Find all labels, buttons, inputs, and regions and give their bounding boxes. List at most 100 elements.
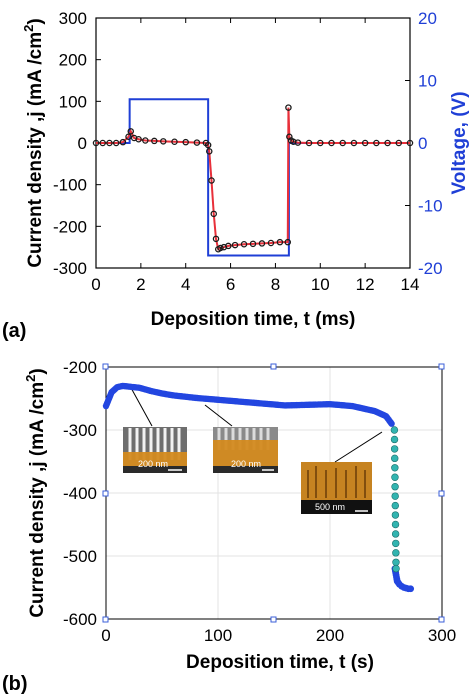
- current-point: [258, 240, 266, 247]
- transition-point-b: [392, 549, 400, 557]
- y-tick-label-a: 200: [59, 51, 87, 70]
- current-point: [267, 239, 275, 247]
- x-axis-label-a: Deposition time, t (ms): [151, 309, 356, 330]
- y-tick-label-a: -100: [53, 176, 87, 195]
- current-point: [151, 137, 158, 145]
- x-tick-label-a: 4: [181, 275, 190, 294]
- current-point: [193, 139, 201, 146]
- x-tick-label-b: 200: [316, 626, 344, 645]
- current-point: [225, 242, 232, 250]
- current-point: [384, 139, 391, 147]
- y-tick-label-b: -600: [63, 610, 97, 629]
- current-point: [171, 138, 178, 145]
- inset-image-2: 200 nm: [213, 427, 278, 473]
- current-point: [406, 139, 414, 147]
- y-tick-label-a: -300: [53, 259, 87, 278]
- inset-scale-label-2: 200 nm: [231, 459, 261, 469]
- x-tick-label-b: 300: [428, 626, 456, 645]
- current-point: [361, 139, 369, 147]
- current-point: [92, 139, 100, 147]
- frame-handles-b: [102, 363, 445, 623]
- transition-point-b: [391, 483, 399, 491]
- current-point: [208, 177, 215, 184]
- y2-axis-label-a: Voltage, (V): [449, 91, 470, 194]
- inset-scale-label-3: 500 nm: [315, 502, 345, 512]
- x-tick-label-a: 14: [401, 275, 420, 294]
- chart-panel-b: 0 100 200 300 -200 -300 -400 -500 -600 200 nm: [2, 358, 456, 695]
- x-tick-label-b: 100: [204, 626, 232, 645]
- current-point: [249, 240, 257, 248]
- current-point: [231, 241, 239, 249]
- x-axis-label-b: Deposition time, t (s): [186, 652, 374, 673]
- y2-tick-label-a: -10: [418, 197, 443, 216]
- current-point: [99, 139, 106, 147]
- inset-scale-label-1: 200 nm: [138, 459, 168, 469]
- y-axis-b: -200 -300 -400 -500 -600: [63, 358, 97, 629]
- y-tick-label-b: -500: [63, 547, 97, 566]
- y-tick-label-a: -200: [53, 217, 87, 236]
- y-axis-label-a: Current density ,j (mA /cm2): [21, 18, 46, 267]
- y-tick-label-b: -200: [63, 358, 97, 377]
- inset-image-3: 500 nm: [301, 462, 372, 514]
- x-axis-a: 0 2 4 6 8 10 12 14: [91, 18, 419, 294]
- x-tick-label-a: 12: [356, 275, 375, 294]
- y-tick-label-b: -400: [63, 484, 97, 503]
- panel-label-b: (b): [2, 673, 28, 695]
- current-line: [96, 107, 410, 251]
- current-point: [276, 238, 284, 246]
- current-point-b: [388, 420, 395, 427]
- x-tick-label-a: 6: [226, 275, 235, 294]
- current-point: [206, 148, 213, 155]
- current-point: [395, 139, 403, 147]
- transition-point-b: [391, 464, 399, 472]
- current-point: [317, 139, 324, 147]
- current-point: [127, 128, 135, 135]
- current-point: [160, 138, 167, 145]
- current-point: [305, 139, 313, 147]
- current-point: [285, 104, 292, 111]
- series-a: [92, 98, 414, 257]
- current-point: [106, 139, 113, 147]
- y2-tick-label-a: 0: [418, 134, 427, 153]
- x-tick-label-a: 2: [136, 275, 145, 294]
- current-point: [212, 235, 220, 243]
- transition-point-b: [392, 558, 400, 566]
- y2-tick-label-a: 10: [418, 72, 437, 91]
- current-point: [125, 133, 132, 140]
- transition-point-b: [390, 435, 399, 444]
- x-tick-label-a: 0: [91, 275, 100, 294]
- current-point: [294, 139, 302, 146]
- y-axis-a: 300 200 100 0 -100 -200 -300: [53, 9, 101, 278]
- current-point-b: [407, 585, 415, 593]
- current-point: [328, 139, 335, 147]
- panel-label-a: (a): [2, 320, 26, 342]
- transition-point-b: [391, 492, 399, 500]
- inset-pointer-arrows: [129, 385, 383, 463]
- transition-point-b: [390, 426, 399, 434]
- y2-axis-a: 20 10 0 -10 -20: [405, 9, 443, 278]
- inset-image-1: 200 nm: [123, 427, 187, 473]
- current-point: [350, 139, 358, 147]
- x-tick-label-b: 0: [101, 626, 110, 645]
- y-axis-label-b: Current density ,j (mA /cm2): [23, 368, 48, 617]
- current-point: [119, 138, 127, 146]
- y-tick-label-a: 300: [59, 9, 87, 28]
- transition-point-b: [391, 454, 399, 463]
- transition-point-b: [391, 501, 399, 510]
- y-tick-label-a: 0: [78, 134, 87, 153]
- current-point: [339, 139, 346, 147]
- current-point: [182, 138, 189, 146]
- current-point: [217, 244, 224, 252]
- y-tick-label-b: -300: [63, 421, 97, 440]
- current-point: [135, 135, 142, 143]
- current-point: [240, 240, 248, 248]
- transition-point-b: [392, 539, 400, 548]
- transition-point-b: [391, 530, 400, 538]
- y-tick-label-a: 100: [59, 92, 87, 111]
- current-point: [204, 141, 212, 149]
- x-axis-b: 0 100 200 300: [101, 626, 456, 645]
- transition-point-b: [390, 445, 399, 453]
- current-point: [373, 139, 380, 147]
